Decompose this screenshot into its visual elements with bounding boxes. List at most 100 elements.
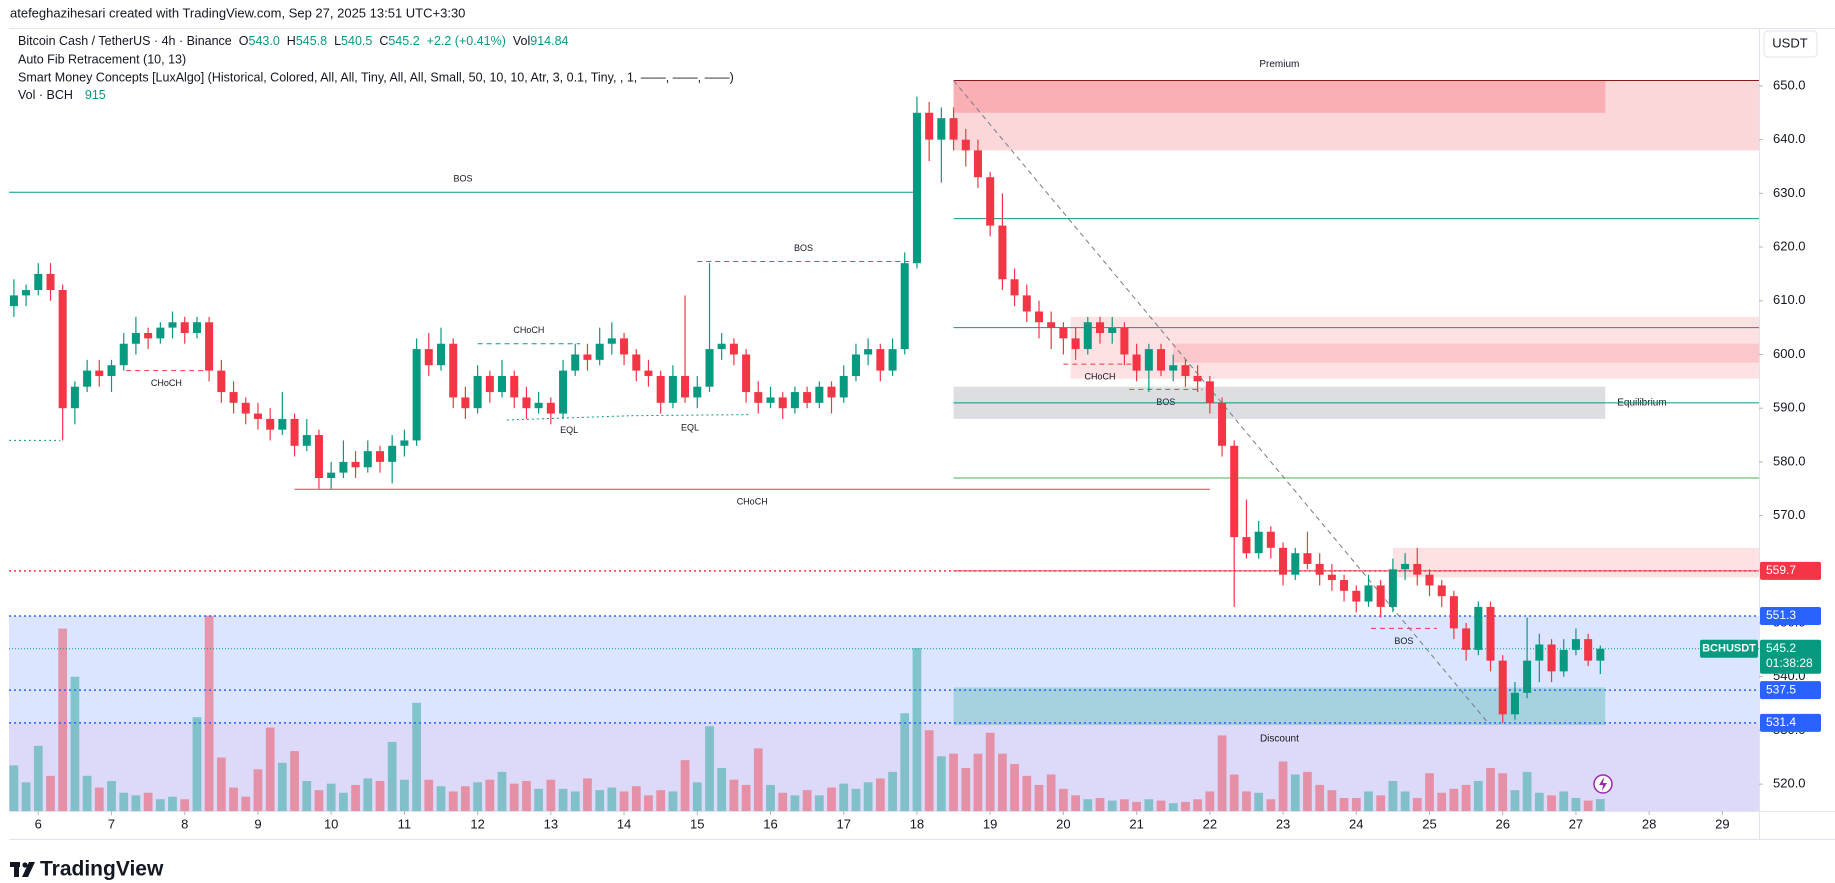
candle-body xyxy=(815,386,824,403)
candle-body xyxy=(620,338,629,355)
volume-bar xyxy=(705,726,714,811)
candle-body xyxy=(1413,563,1422,575)
zone xyxy=(1392,547,1759,578)
indicator-legend: Smart Money Concepts [LuxAlgo] (Historic… xyxy=(18,70,734,84)
zone xyxy=(953,687,1606,726)
candle-body xyxy=(644,370,653,376)
candle-body xyxy=(229,392,238,403)
volume-bar xyxy=(1595,799,1605,811)
candle-body xyxy=(766,397,775,403)
volume-bar xyxy=(1534,792,1544,811)
volume-bar xyxy=(570,791,580,811)
volume-bar xyxy=(912,648,922,811)
structure-label: CHoCH xyxy=(513,325,544,335)
candle-body xyxy=(1132,354,1141,371)
volume-bar xyxy=(1242,791,1251,811)
candle-body xyxy=(864,349,873,355)
structure-label: CHoCH xyxy=(1084,372,1115,382)
volume-bar xyxy=(1315,784,1325,811)
plot-area: PremiumEquilibriumDiscountBOSBOSCHoCHCHo… xyxy=(9,59,1759,811)
candle-body xyxy=(827,386,836,398)
volume-bar xyxy=(668,791,678,811)
volume-bar xyxy=(1107,800,1117,811)
volume-bar xyxy=(863,782,873,811)
x-tick-label: 10 xyxy=(324,816,338,831)
candle-body xyxy=(1303,553,1312,564)
candle-body xyxy=(351,461,360,468)
y-tick-label: 520.0 xyxy=(1773,776,1806,791)
candle-body xyxy=(1095,322,1105,333)
volume-bar xyxy=(180,799,190,811)
volume-bar xyxy=(961,767,971,811)
volume-bar xyxy=(1510,790,1520,811)
x-tick-label: 14 xyxy=(617,816,631,831)
volume-bar xyxy=(216,757,226,811)
price-label-box xyxy=(1760,607,1821,626)
volume-bar xyxy=(375,781,385,811)
volume-bar xyxy=(814,795,824,811)
countdown: 01:38:28 xyxy=(1766,656,1813,670)
symbol-legend: Bitcoin Cash / TetherUS · 4h · Binance O5… xyxy=(18,34,569,48)
candle-body xyxy=(376,451,385,462)
candle-body xyxy=(302,435,311,446)
volume-bar xyxy=(277,762,287,811)
volume-bar xyxy=(485,779,495,811)
volume-bar xyxy=(461,786,470,811)
volume-bar xyxy=(70,676,80,811)
candle-body xyxy=(973,150,982,178)
structure-label: BOS xyxy=(453,174,472,184)
candle-body xyxy=(790,392,799,409)
candle-body xyxy=(217,370,226,393)
last-price-label: 545.2 xyxy=(1766,641,1796,655)
currency-button[interactable] xyxy=(1763,30,1818,58)
volume-bar xyxy=(1486,767,1495,811)
x-tick-label: 22 xyxy=(1203,816,1217,831)
price-label-box xyxy=(1760,561,1821,580)
volume-bar xyxy=(155,799,165,811)
volume-bar xyxy=(1351,797,1361,811)
y-tick-label: 590.0 xyxy=(1773,400,1806,415)
legend-value: 545.2 xyxy=(388,34,419,48)
x-tick-label: 12 xyxy=(470,816,484,831)
candle-body xyxy=(571,354,580,371)
volume-bar xyxy=(875,778,885,811)
volume-bar xyxy=(522,781,531,811)
volume-bar xyxy=(94,787,104,811)
logo-shape xyxy=(22,862,35,877)
volume-bar xyxy=(1449,788,1459,811)
volume-bar xyxy=(1059,788,1068,811)
candle-body xyxy=(266,418,275,430)
volume-bar xyxy=(1132,801,1141,811)
volume-bar xyxy=(729,779,739,811)
annotation-layer: PremiumEquilibriumDiscountBOSBOSCHoCHCHo… xyxy=(9,59,1759,745)
candle-body xyxy=(168,322,177,328)
volume-bar xyxy=(998,753,1007,811)
price-label: 551.3 xyxy=(1766,608,1796,622)
volume-bar xyxy=(778,792,788,811)
volume-bar xyxy=(107,781,116,811)
candle-body xyxy=(717,343,726,350)
legend-value: 914.84 xyxy=(530,34,568,48)
zone xyxy=(953,80,1606,113)
candle-body xyxy=(839,375,848,398)
candle-body xyxy=(1047,322,1056,328)
volume-bar xyxy=(1144,799,1154,811)
candle-body xyxy=(327,472,336,479)
alert-icon[interactable] xyxy=(1593,774,1613,794)
volume-bar xyxy=(1571,797,1581,811)
volume-bar xyxy=(1400,791,1410,811)
price-label: 559.7 xyxy=(1766,563,1796,577)
candle-body xyxy=(253,413,262,419)
volume-bar xyxy=(595,790,605,811)
x-tick-label: 25 xyxy=(1422,816,1436,831)
logo-shape xyxy=(22,862,28,868)
volume-bar xyxy=(1266,799,1276,811)
volume-bar xyxy=(9,765,19,811)
candle-body xyxy=(998,225,1007,280)
candle-body xyxy=(1108,327,1117,333)
x-tick-label: 20 xyxy=(1056,816,1070,831)
volume-bar xyxy=(229,787,238,811)
y-tick-label: 600.0 xyxy=(1773,346,1806,361)
volume-bar xyxy=(1120,799,1129,811)
volume-bar xyxy=(583,778,592,811)
